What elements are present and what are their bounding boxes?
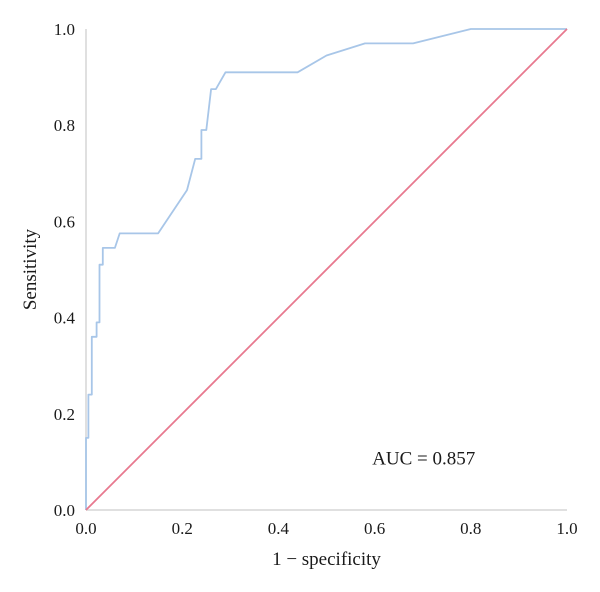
x-tick-label: 0.0: [75, 519, 96, 538]
y-tick-label: 0.6: [54, 212, 75, 231]
y-tick-labels: 0.0 0.2 0.4 0.6 0.8 1.0: [54, 20, 76, 520]
x-tick-label: 0.6: [364, 519, 385, 538]
y-tick-label: 1.0: [54, 20, 75, 39]
x-tick-label: 0.8: [460, 519, 481, 538]
y-axis-label: Sensitivity: [20, 228, 41, 310]
y-tick-label: 0.2: [54, 405, 75, 424]
reference-diagonal-line: [85, 28, 568, 511]
x-tick-labels: 0.0 0.2 0.4 0.6 0.8 1.0: [75, 519, 577, 538]
x-axis-label: 1 − specificity: [272, 549, 381, 570]
y-tick-label: 0.4: [54, 309, 76, 328]
x-tick-label: 0.2: [172, 519, 193, 538]
y-tick-label: 0.8: [54, 116, 75, 135]
roc-curve-line: [85, 28, 567, 510]
auc-annotation: AUC = 0.857: [372, 448, 475, 469]
y-tick-label: 0.0: [54, 501, 75, 520]
x-tick-label: 1.0: [556, 519, 577, 538]
series-layer: [85, 28, 568, 511]
x-tick-label: 0.4: [268, 519, 290, 538]
axes: [85, 29, 567, 511]
